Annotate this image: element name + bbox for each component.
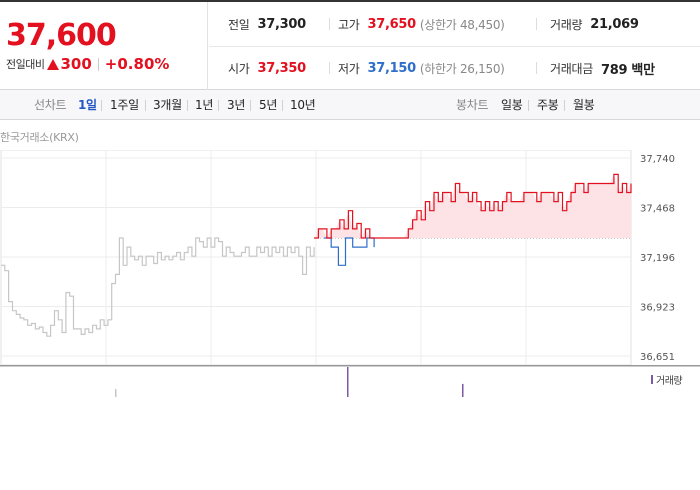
change-row: 전일대비 300 +0.80% [6,54,169,74]
divider [282,100,283,111]
stat-sub: (상한가 48,450) [419,17,505,32]
period-tab-5y[interactable]: 5년 [259,98,278,112]
volume-legend: 거래량 [651,372,683,387]
series-line-up [314,173,632,239]
stat-sub: (하한가 26,150) [419,61,505,76]
series-line-previous [1,237,315,337]
chart-toolbar: 선차트 1일 1주일 3개월 1년 3년 5년 10년 봉차트 일봉 주봉 월봉 [0,90,700,120]
change-value: 300 [60,55,92,73]
stat-open: 시가 37,350 [228,58,306,78]
candle-chart-label: 봉차트 [456,98,489,112]
stat-value: 789 백만 [600,62,655,78]
candle-tab-monthly[interactable]: 월봉 [573,98,595,112]
price-box: 37,600 전일대비 300 +0.80% [0,2,208,90]
volume-legend-label: 거래량 [656,376,683,387]
stat-label: 저가 [338,61,360,76]
divider [250,100,251,111]
divider [145,100,146,111]
stat-value: 37,300 [257,16,306,32]
divider [329,18,330,30]
stat-value: 37,350 [257,60,306,76]
divider [101,100,102,111]
stat-label: 고가 [338,17,360,32]
y-tick-label: 37,468 [640,204,675,215]
stat-value: 21,069 [590,16,639,32]
stat-volume: 거래량 21,069 [550,14,639,34]
divider [218,100,219,111]
stat-label: 거래대금 [550,61,593,76]
volume-bar [115,389,117,397]
divider [528,100,529,111]
period-tab-1d[interactable]: 1일 [78,98,97,112]
quote-summary: 37,600 전일대비 300 +0.80% 전일 37,300 고가 37,6… [0,0,700,90]
volume-chart [0,366,700,397]
divider [564,100,565,111]
y-tick-label: 36,923 [640,303,675,314]
line-chart-label: 선차트 [34,98,67,112]
row-divider [209,46,700,47]
y-tick-label: 36,651 [640,352,675,363]
period-tab-1w[interactable]: 1주일 [110,98,139,112]
up-triangle-icon [47,58,60,70]
divider [97,57,99,71]
stat-label: 전일 [228,17,250,32]
market-label: 한국거래소(KRX) [0,131,79,144]
stat-prev-close: 전일 37,300 [228,14,306,34]
candle-tab-weekly[interactable]: 주봉 [537,98,559,112]
series-line-down [324,237,375,266]
stat-label: 거래량 [550,17,583,32]
change-label: 전일대비 [6,58,45,71]
current-price: 37,600 [6,18,117,53]
stat-value: 37,650 [367,16,416,32]
divider [187,100,188,111]
stat-low: 저가 37,150 (하한가 26,150) [338,58,505,78]
intraday-price-chart: 37,740 37,468 37,196 36,923 36,651 [0,150,700,366]
period-tab-3m[interactable]: 3개월 [153,98,182,112]
candle-tab-daily[interactable]: 일봉 [501,98,523,112]
volume-legend-swatch [651,375,653,384]
volume-bar [347,367,349,397]
period-tab-1y[interactable]: 1년 [195,98,214,112]
y-tick-label: 37,740 [640,154,675,165]
stat-high: 고가 37,650 (상한가 48,450) [338,14,505,34]
divider [536,18,537,30]
gain-area [314,174,631,238]
stat-label: 시가 [228,61,250,76]
stat-value: 37,150 [367,60,416,76]
stat-trade-value: 거래대금 789 백만 [550,58,655,78]
period-tab-3y[interactable]: 3년 [227,98,246,112]
period-tab-10y[interactable]: 10년 [290,98,316,112]
y-tick-label: 37,196 [640,253,675,264]
volume-bar [462,383,464,397]
divider [536,62,537,74]
divider [329,62,330,74]
change-rate: +0.80% [104,55,170,73]
